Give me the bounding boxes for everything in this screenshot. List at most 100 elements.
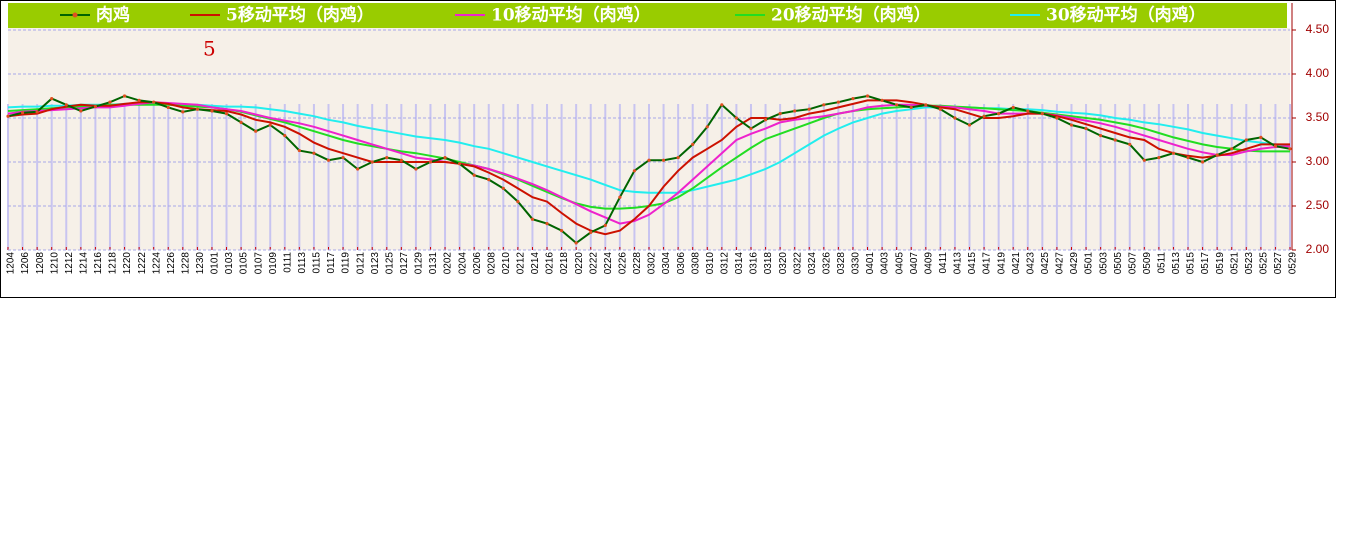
point-marker <box>807 107 811 111</box>
x-tick-label: 1224 <box>151 252 162 275</box>
point-marker <box>618 195 622 199</box>
x-tick-label: 0119 <box>341 252 352 274</box>
x-tick-label: 0501 <box>1084 252 1095 275</box>
point-marker <box>1273 144 1278 148</box>
point-marker <box>865 94 870 98</box>
x-tick-label: 0220 <box>574 252 585 275</box>
point-marker <box>1215 153 1219 157</box>
x-tick-label: 0403 <box>880 252 891 275</box>
point-marker <box>122 94 127 98</box>
point-marker <box>487 178 491 182</box>
point-marker <box>953 116 957 120</box>
point-marker <box>297 148 301 153</box>
point-marker <box>224 112 229 116</box>
x-tick-label: 0107 <box>253 252 264 275</box>
x-tick-label: 0324 <box>807 252 818 275</box>
x-tick-label: 1222 <box>137 252 148 275</box>
point-marker <box>1099 134 1103 138</box>
point-marker <box>822 103 826 107</box>
x-tick-label: 0407 <box>909 252 920 275</box>
x-tick-label: 0513 <box>1171 252 1182 275</box>
x-tick-label: 0212 <box>516 252 527 275</box>
point-marker <box>152 100 156 104</box>
point-marker <box>1200 160 1205 164</box>
x-tick-label: 0320 <box>778 252 789 275</box>
x-tick-label: 0218 <box>559 252 570 275</box>
point-marker <box>385 156 389 160</box>
x-tick-label: 0423 <box>1025 252 1036 275</box>
x-tick-label: 1220 <box>122 252 133 275</box>
point-marker <box>632 169 637 173</box>
x-tick-label: 0328 <box>836 252 847 275</box>
point-marker <box>326 158 331 162</box>
legend-label: 30移动平均（肉鸡） <box>1046 5 1206 26</box>
point-marker <box>938 107 942 111</box>
point-marker <box>93 104 98 109</box>
series-line <box>7 102 1291 194</box>
x-tick-label: 0411 <box>938 252 949 274</box>
x-tick-label: 0115 <box>312 252 323 274</box>
point-marker <box>895 103 899 107</box>
x-tick-label: 0129 <box>414 252 425 275</box>
x-tick-label: 0101 <box>210 252 221 275</box>
point-marker <box>603 223 607 227</box>
x-tick-label: 0511 <box>1157 252 1168 274</box>
x-tick-label: 0401 <box>865 252 876 275</box>
series-line <box>7 99 1290 236</box>
x-tick-label: 1208 <box>35 252 46 275</box>
x-tick-label: 0304 <box>661 252 672 275</box>
point-marker <box>749 126 753 131</box>
x-tick-label: 0125 <box>384 252 395 275</box>
point-marker <box>6 114 10 118</box>
x-tick-label: 0208 <box>486 252 497 275</box>
point-marker <box>283 134 287 138</box>
x-tick-label: 1206 <box>20 252 31 275</box>
x-tick-label: 1216 <box>93 252 104 275</box>
point-marker <box>50 97 54 101</box>
x-tick-label: 0111 <box>282 252 293 273</box>
x-tick-label: 0316 <box>749 252 760 275</box>
point-marker <box>1069 123 1074 127</box>
x-tick-label: 0405 <box>894 252 905 275</box>
x-tick-label: 1212 <box>64 252 75 275</box>
legend-label: 10移动平均（肉鸡） <box>491 5 651 26</box>
point-marker <box>181 110 185 114</box>
x-tick-label: 0302 <box>647 252 658 275</box>
point-marker <box>414 167 418 171</box>
point-marker <box>210 109 214 113</box>
x-tick-label: 0123 <box>370 252 381 275</box>
point-marker <box>501 186 505 190</box>
point-marker <box>589 230 593 234</box>
x-tick-label: 0527 <box>1273 252 1284 275</box>
x-tick-label: 0117 <box>326 252 337 274</box>
x-tick-label: 0413 <box>953 252 964 275</box>
point-marker <box>967 123 972 127</box>
point-marker <box>997 112 1001 116</box>
point-marker <box>443 156 447 160</box>
point-marker <box>195 107 199 111</box>
point-marker <box>720 103 724 107</box>
point-marker <box>1157 156 1161 160</box>
point-marker <box>1026 109 1030 113</box>
point-marker <box>341 156 345 160</box>
point-marker <box>1011 105 1015 110</box>
x-tick-label: 0214 <box>530 252 541 275</box>
point-marker <box>705 125 709 129</box>
point-marker <box>108 100 112 104</box>
point-marker <box>909 105 913 110</box>
point-marker <box>647 158 651 162</box>
point-marker <box>661 158 666 162</box>
point-marker <box>35 110 39 114</box>
point-marker <box>1040 112 1044 116</box>
x-tick-label: 0216 <box>545 252 556 275</box>
point-marker <box>1259 135 1263 139</box>
point-marker <box>268 123 272 127</box>
x-tick-label: 0312 <box>719 252 730 275</box>
point-marker <box>1084 126 1088 131</box>
x-tick-label: 0519 <box>1215 252 1226 275</box>
point-marker <box>1142 158 1146 162</box>
x-tick-label: 1218 <box>108 252 119 275</box>
x-tick-label: 0105 <box>239 252 250 275</box>
x-tick-label: 0505 <box>1113 252 1124 275</box>
